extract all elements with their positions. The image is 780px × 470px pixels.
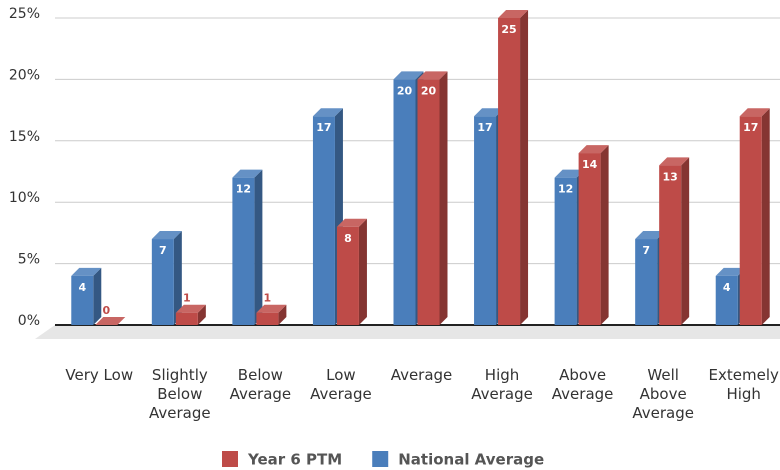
x-tick-label: Below Average <box>229 366 292 403</box>
data-label: 20 <box>421 84 437 97</box>
legend-label: National Average <box>398 451 544 469</box>
data-label: 17 <box>316 121 331 134</box>
y-tick-label: 10% <box>9 190 40 206</box>
x-tick-label: Low Average <box>310 366 372 403</box>
data-label: 4 <box>723 281 731 294</box>
bar <box>578 145 609 325</box>
bar <box>256 304 287 325</box>
x-tick-label: High Average <box>471 366 533 403</box>
x-tick-label: Well Above Average <box>632 366 694 422</box>
floor <box>35 325 780 339</box>
data-label: 25 <box>501 23 516 36</box>
legend-swatch <box>372 451 389 467</box>
data-label: 13 <box>663 170 678 183</box>
x-tick-label: Average <box>390 366 453 384</box>
data-label: 17 <box>743 121 758 134</box>
y-tick-label: 0% <box>18 313 40 329</box>
x-tick-label: Above Average <box>551 366 614 403</box>
bar <box>71 267 102 325</box>
legend-label: Year 6 PTM <box>247 451 342 469</box>
bar <box>336 218 367 325</box>
data-label: 4 <box>78 281 86 294</box>
y-tick-label: 20% <box>9 67 40 83</box>
data-label: 17 <box>477 121 492 134</box>
bar <box>417 71 448 326</box>
y-tick-label: 15% <box>9 129 40 145</box>
bar <box>498 10 529 325</box>
data-label: 12 <box>236 183 251 196</box>
data-label: 7 <box>642 244 650 257</box>
bar <box>151 231 182 325</box>
x-tick-label: Very Low <box>65 366 134 384</box>
x-tick-label: Slightly Below Average <box>149 366 211 422</box>
bar <box>175 304 206 325</box>
data-label: 8 <box>344 232 352 245</box>
data-label: 0 <box>102 304 110 317</box>
y-tick-label: 5% <box>18 252 40 268</box>
data-label: 7 <box>159 244 167 257</box>
data-label: 1 <box>264 292 272 305</box>
data-label: 1 <box>183 292 191 305</box>
bar <box>739 108 770 326</box>
x-tick-label: Extemely High <box>708 366 779 403</box>
data-label: 20 <box>397 84 413 97</box>
bar <box>659 157 690 325</box>
y-tick-label: 25% <box>9 6 40 22</box>
bar <box>95 317 126 325</box>
legend-swatch <box>222 451 238 467</box>
bar <box>232 169 263 325</box>
data-label: 14 <box>582 158 598 171</box>
data-label: 12 <box>558 183 573 196</box>
